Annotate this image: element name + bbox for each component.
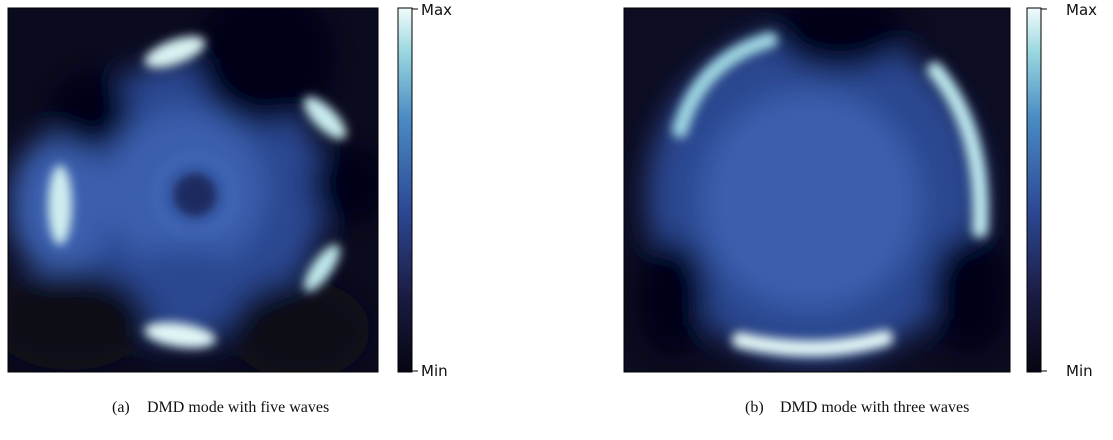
caption: DMD mode with five waves — [147, 399, 329, 416]
panel-label: (b) — [745, 399, 764, 416]
colorbar — [1026, 7, 1042, 373]
mode-image-b — [624, 8, 1010, 372]
mode-image-a — [8, 8, 378, 372]
panel-label: (a) — [112, 399, 130, 416]
colorbar — [397, 7, 413, 373]
colorbar-max: Max — [421, 1, 452, 19]
colorbar-min: Min — [421, 362, 448, 380]
colorbar-max: Max — [1066, 1, 1097, 19]
caption: DMD mode with three waves — [780, 399, 969, 416]
colorbar-min: Min — [1066, 362, 1093, 380]
